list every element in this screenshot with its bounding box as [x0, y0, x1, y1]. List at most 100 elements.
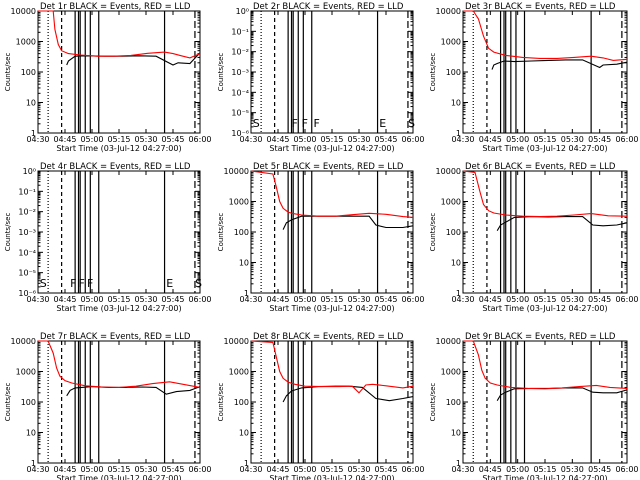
panel-3: Det 3r BLACK = Events, RED = LLD 04:30 04:… [429, 2, 639, 153]
x-tick-label: 05:00 [293, 295, 316, 304]
x-axis-label: Start Time (03-Jul-12 04:27:00) [56, 304, 181, 313]
y-tick-label: 1 [456, 129, 461, 138]
y-tick-label: 10 [451, 99, 461, 108]
x-axis-label: Start Time (03-Jul-12 04:27:00) [269, 474, 394, 480]
y-tick-label: 10⁰ [23, 167, 36, 176]
series-line-lld [463, 10, 628, 61]
panel-7: Det 7r BLACK = Events, RED = LLD 04:30 04:… [4, 332, 212, 480]
y-axis-label: Counts/sec [4, 213, 12, 252]
x-tick-label: 04:30 [239, 465, 262, 474]
y-tick-label: 10⁻⁶ [231, 129, 249, 138]
x-tick-label: 06:00 [188, 135, 211, 144]
plot-frame [250, 170, 414, 294]
x-tick-label: 05:15 [107, 465, 130, 474]
x-axis-label: Start Time (03-Jul-12 04:27:00) [56, 144, 181, 153]
y-tick-label: 10000 [224, 167, 249, 176]
y-tick-label: 10000 [436, 337, 461, 346]
series-line-events [496, 216, 628, 231]
x-tick-label: 05:45 [374, 295, 397, 304]
x-tick-label: 05:30 [561, 465, 584, 474]
plot-frame [250, 10, 414, 134]
x-tick-label: 05:15 [320, 465, 343, 474]
x-tick-label: 04:45 [479, 465, 502, 474]
panel-2: Det 2r BLACK = Events, RED = LLD 04:30 04:… [217, 2, 425, 153]
y-axis-label: Counts/sec [429, 383, 437, 422]
x-tick-label: 05:30 [561, 295, 584, 304]
x-tick-label: 05:30 [561, 135, 584, 144]
x-tick-label: 06:00 [615, 135, 638, 144]
y-tick-label: 10000 [11, 337, 36, 346]
x-tick-label: 05:00 [293, 465, 316, 474]
x-tick-label: 06:00 [188, 295, 211, 304]
x-tick-label: 05:30 [347, 135, 370, 144]
series-line-events [282, 385, 414, 403]
x-tick-label: 05:30 [134, 135, 157, 144]
x-tick-label: 05:15 [107, 295, 130, 304]
y-tick-label: 1 [456, 289, 461, 298]
y-tick-label: 100 [446, 68, 461, 77]
y-tick-label: 10000 [436, 167, 461, 176]
y-tick-label: 1000 [229, 198, 249, 207]
x-axis-label: Start Time (03-Jul-12 04:27:00) [482, 144, 607, 153]
event-marker-label: E [166, 277, 173, 290]
event-marker-label: E [379, 117, 386, 130]
y-tick-label: 10⁻⁶ [18, 289, 36, 298]
x-tick-label: 04:45 [266, 135, 289, 144]
event-marker-label: F [79, 277, 85, 290]
panel-title: Det 6r BLACK = Events, RED = LLD [465, 162, 616, 172]
x-tick-label: 04:30 [239, 295, 262, 304]
x-tick-label: 06:00 [615, 295, 638, 304]
series-line-events [282, 215, 414, 230]
event-marker-label: S [408, 117, 415, 130]
y-tick-label: 1000 [441, 38, 461, 47]
x-tick-label: 04:30 [239, 135, 262, 144]
y-tick-label: 1000 [16, 38, 36, 47]
plot-frame [462, 170, 628, 294]
x-tick-label: 04:45 [53, 135, 76, 144]
x-tick-label: 05:15 [533, 135, 556, 144]
x-axis-label: Start Time (03-Jul-12 04:27:00) [482, 304, 607, 313]
x-tick-label: 05:00 [293, 135, 316, 144]
y-axis-label: Counts/sec [429, 53, 437, 92]
y-tick-label: 100 [21, 68, 36, 77]
event-marker-label: F [313, 117, 319, 130]
panel-title: Det 9r BLACK = Events, RED = LLD [465, 332, 616, 342]
x-tick-label: 05:45 [588, 135, 611, 144]
x-tick-label: 06:00 [401, 465, 424, 474]
event-marker-label: S [195, 277, 202, 290]
x-tick-label: 05:45 [161, 295, 184, 304]
event-marker-label: S [253, 117, 260, 130]
y-axis-label: Counts/sec [4, 53, 12, 92]
x-tick-label: 05:00 [80, 295, 103, 304]
x-tick-label: 06:00 [188, 465, 211, 474]
x-tick-label: 05:00 [506, 465, 529, 474]
series-line-events [491, 59, 628, 70]
series-line-lld [463, 340, 628, 390]
y-tick-label: 100 [446, 228, 461, 237]
x-tick-label: 05:15 [533, 465, 556, 474]
event-marker-label: F [87, 277, 93, 290]
series-line-lld [38, 340, 201, 388]
y-tick-label: 10⁻¹ [18, 187, 36, 196]
x-tick-label: 05:00 [506, 135, 529, 144]
series-line-events [66, 52, 201, 66]
panel-9: Det 9r BLACK = Events, RED = LLD 04:30 04:… [429, 332, 639, 480]
y-tick-label: 100 [21, 398, 36, 407]
y-axis-label: Counts/sec [217, 53, 225, 92]
x-tick-label: 06:00 [401, 135, 424, 144]
panel-title: Det 5r BLACK = Events, RED = LLD [253, 162, 404, 172]
plot-frame [462, 340, 628, 464]
y-tick-label: 1000 [229, 368, 249, 377]
panel-1: Det 1r BLACK = Events, RED = LLD 04:30 04:… [4, 2, 212, 153]
y-tick-label: 1 [456, 459, 461, 468]
y-tick-label: 10⁻¹ [231, 27, 249, 36]
x-tick-label: 04:45 [479, 295, 502, 304]
y-tick-label: 1000 [441, 198, 461, 207]
panel-6: Det 6r BLACK = Events, RED = LLD 04:30 04:… [429, 162, 639, 313]
y-tick-label: 10⁻⁴ [231, 88, 249, 97]
event-marker-label: F [70, 277, 76, 290]
y-tick-label: 1 [31, 129, 36, 138]
series-line-lld [462, 170, 628, 218]
